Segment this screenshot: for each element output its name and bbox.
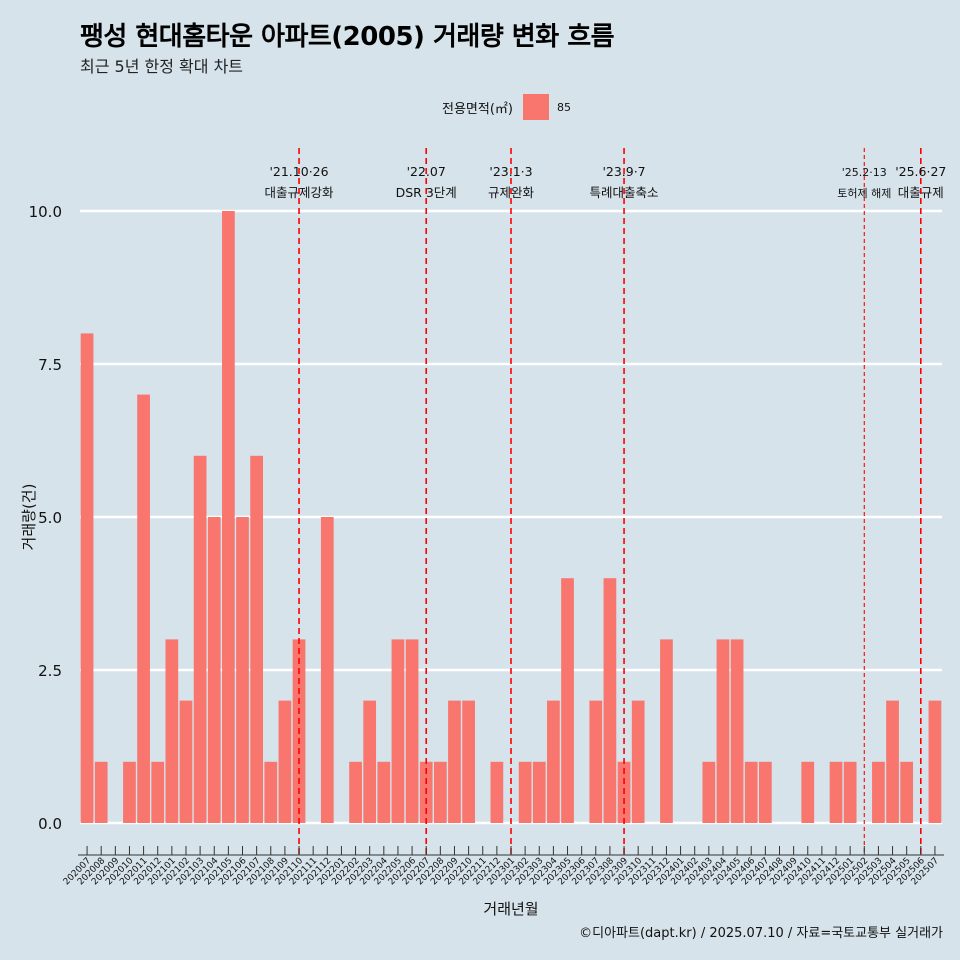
bar — [363, 700, 377, 823]
bar — [631, 700, 645, 823]
bar — [165, 639, 179, 823]
bar — [589, 700, 603, 823]
bar — [405, 639, 419, 823]
bar — [518, 761, 532, 823]
y-tick-label: 10.0 — [29, 203, 62, 221]
bar — [716, 639, 730, 823]
event-name-label: 특례대출축소 — [590, 185, 659, 200]
event-date-label: '23.9·7 — [602, 164, 645, 179]
event-date-label: '23.1·3 — [489, 164, 532, 179]
event-name-label: 대출규제 — [898, 185, 944, 200]
y-axis: 0.0 2.5 5.0 7.5 10.0 — [29, 203, 62, 833]
bar — [236, 517, 249, 823]
bar — [886, 700, 899, 823]
bar — [137, 394, 150, 823]
legend: 전용면적(㎡) 85 — [442, 93, 571, 121]
bar — [207, 517, 221, 823]
x-axis: 2020072020082020092020102020112020122021… — [62, 846, 944, 887]
y-tick-label: 0.0 — [38, 815, 62, 833]
event-date-label: '25.2·13 — [842, 166, 887, 179]
event-name-label: 대출규제강화 — [265, 185, 335, 200]
bar — [377, 761, 391, 823]
bar — [433, 761, 447, 823]
legend-title: 전용면적(㎡) — [442, 101, 513, 117]
bar — [123, 761, 136, 823]
y-tick-label: 5.0 — [38, 509, 62, 527]
bar — [759, 761, 772, 823]
y-axis-title: 거래량(건) — [20, 484, 38, 551]
bar — [490, 761, 504, 823]
bar — [448, 700, 461, 823]
legend-item-label: 85 — [556, 100, 571, 114]
bar — [843, 761, 857, 823]
event-name-label: 규제완화 — [488, 185, 535, 200]
bar — [900, 761, 914, 823]
event-date-label: '25.6·27 — [895, 164, 946, 179]
bar — [80, 333, 94, 823]
x-axis-title: 거래년월 — [483, 900, 538, 918]
event-lines: '21.10·26 대출규제강화 '22.07 DSR 3단계 '23.1·3 규제완화 '… — [265, 148, 946, 855]
y-tick-label: 7.5 — [38, 356, 62, 374]
bar — [532, 761, 546, 823]
bar — [151, 761, 165, 823]
bar — [829, 761, 843, 823]
legend-swatch — [522, 94, 549, 120]
bar — [193, 455, 207, 823]
bar — [320, 517, 334, 823]
bar — [222, 211, 235, 823]
bar — [250, 455, 263, 823]
bar — [179, 700, 193, 823]
chart-subtitle: 최근 5년 한정 확대 차트 — [80, 57, 244, 76]
bar — [702, 761, 716, 823]
bar — [547, 700, 560, 823]
bar — [872, 761, 885, 823]
bar — [744, 761, 758, 823]
event-date-label: '21.10·26 — [269, 164, 328, 179]
bar — [391, 639, 405, 823]
event-name-label: DSR 3단계 — [396, 185, 457, 200]
bar — [349, 761, 362, 823]
chart-title: 팽성 현대홈타운 아파트(2005) 거래량 변화 흐름 — [80, 22, 615, 52]
bar — [278, 700, 292, 823]
bar — [561, 578, 574, 823]
bar — [94, 761, 108, 823]
bar — [801, 761, 815, 823]
bars — [80, 211, 942, 823]
bar — [928, 700, 942, 823]
source-caption: ©디아파트(dapt.kr) / 2025.07.10 / 자료=국토교통부 실… — [579, 926, 943, 941]
bar — [264, 761, 278, 823]
bar — [603, 578, 617, 823]
bar — [660, 639, 673, 823]
event-name-label: 토허제 해제 — [837, 186, 891, 200]
bar — [462, 700, 475, 823]
bar — [730, 639, 744, 823]
event-date-label: '22.07 — [407, 164, 446, 179]
y-tick-label: 2.5 — [38, 662, 62, 680]
